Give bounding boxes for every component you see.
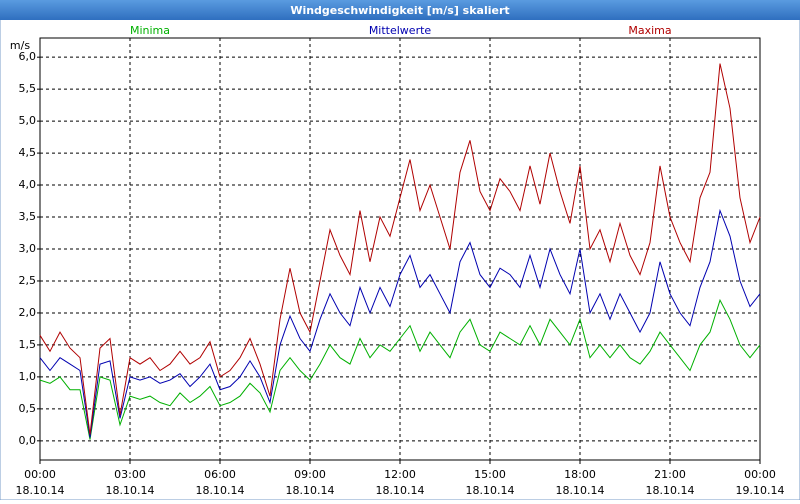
y-tick-label: 0,5 [19, 402, 37, 415]
y-axis-label: m/s [10, 39, 30, 52]
y-tick-label: 2,0 [19, 306, 37, 319]
series-line [39, 208, 761, 438]
x-tick-date: 18.10.14 [286, 484, 335, 497]
legend-entry: Maxima [628, 24, 671, 37]
x-tick-label: 09:00 [294, 468, 326, 481]
y-tick-label: 1,5 [19, 338, 37, 351]
x-tick-date: 18.10.14 [106, 484, 155, 497]
series-line [39, 63, 761, 435]
x-tick-label: 03:00 [114, 468, 146, 481]
y-tick-label: 1,0 [19, 370, 37, 383]
y-tick-label: 0,0 [19, 434, 37, 447]
x-tick-label: 12:00 [384, 468, 416, 481]
x-tick-label: 15:00 [474, 468, 506, 481]
y-tick-label: 6,0 [19, 50, 37, 63]
y-tick-label: 3,0 [19, 242, 37, 255]
y-tick-label: 5,0 [19, 114, 37, 127]
x-tick-label: 00:00 [24, 468, 56, 481]
x-tick-label: 21:00 [654, 468, 686, 481]
x-tick-date: 18.10.14 [196, 484, 245, 497]
x-tick-date: 18.10.14 [16, 484, 65, 497]
y-tick-label: 3,5 [19, 210, 37, 223]
x-tick-label: 06:00 [204, 468, 236, 481]
y-tick-label: 2,5 [19, 274, 37, 287]
x-tick-date: 18.10.14 [376, 484, 425, 497]
title-bar [0, 0, 800, 20]
x-tick-date: 18.10.14 [556, 484, 605, 497]
y-tick-label: 5,5 [19, 82, 37, 95]
plot-border [39, 37, 761, 461]
x-tick-date: 19.10.14 [736, 484, 785, 497]
legend-entry: Mittelwerte [369, 24, 432, 37]
x-tick-label: 00:00 [744, 468, 776, 481]
series-line [39, 298, 761, 440]
legend-entry: Minima [130, 24, 170, 37]
x-tick-label: 18:00 [564, 468, 596, 481]
y-tick-label: 4,0 [19, 178, 37, 191]
x-tick-date: 18.10.14 [466, 484, 515, 497]
x-tick-date: 18.10.14 [646, 484, 695, 497]
y-tick-label: 4,5 [19, 146, 37, 159]
chart-title: Windgeschwindigkeit [m/s] skaliert [290, 4, 509, 17]
